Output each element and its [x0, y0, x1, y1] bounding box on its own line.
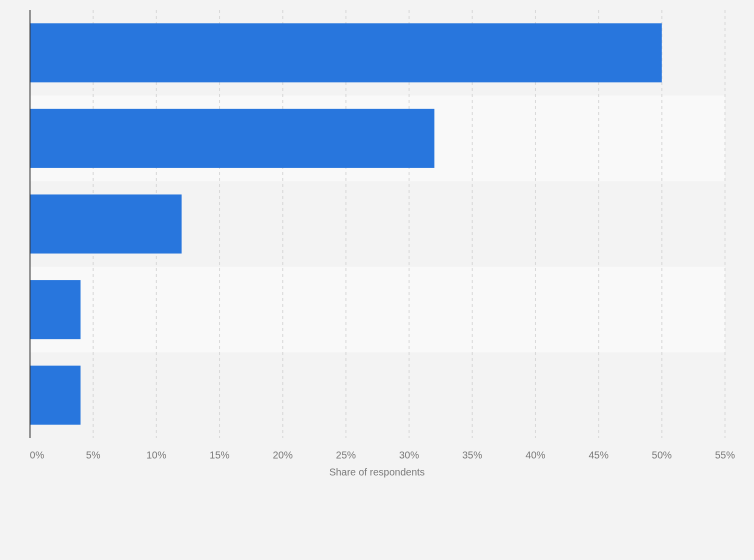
x-tick-label: 50%	[652, 451, 672, 462]
x-axis-title: Share of respondents	[329, 468, 425, 479]
x-tick-label: 15%	[210, 451, 230, 462]
x-tick-label: 5%	[86, 451, 101, 462]
bar	[30, 365, 81, 425]
bar	[30, 108, 435, 168]
bar	[30, 23, 662, 83]
x-tick-label: 45%	[589, 451, 609, 462]
bar	[30, 194, 182, 254]
x-tick-label: 35%	[462, 451, 482, 462]
x-tick-label: 55%	[715, 451, 735, 462]
x-tick-label: 30%	[399, 451, 419, 462]
x-tick-label: 0%	[30, 451, 45, 462]
x-tick-label: 25%	[336, 451, 356, 462]
bar	[30, 280, 81, 340]
row-band	[30, 352, 725, 438]
x-tick-label: 20%	[273, 451, 293, 462]
x-tick-label: 40%	[525, 451, 545, 462]
row-band	[30, 266, 725, 353]
x-tick-label: 10%	[146, 451, 166, 462]
